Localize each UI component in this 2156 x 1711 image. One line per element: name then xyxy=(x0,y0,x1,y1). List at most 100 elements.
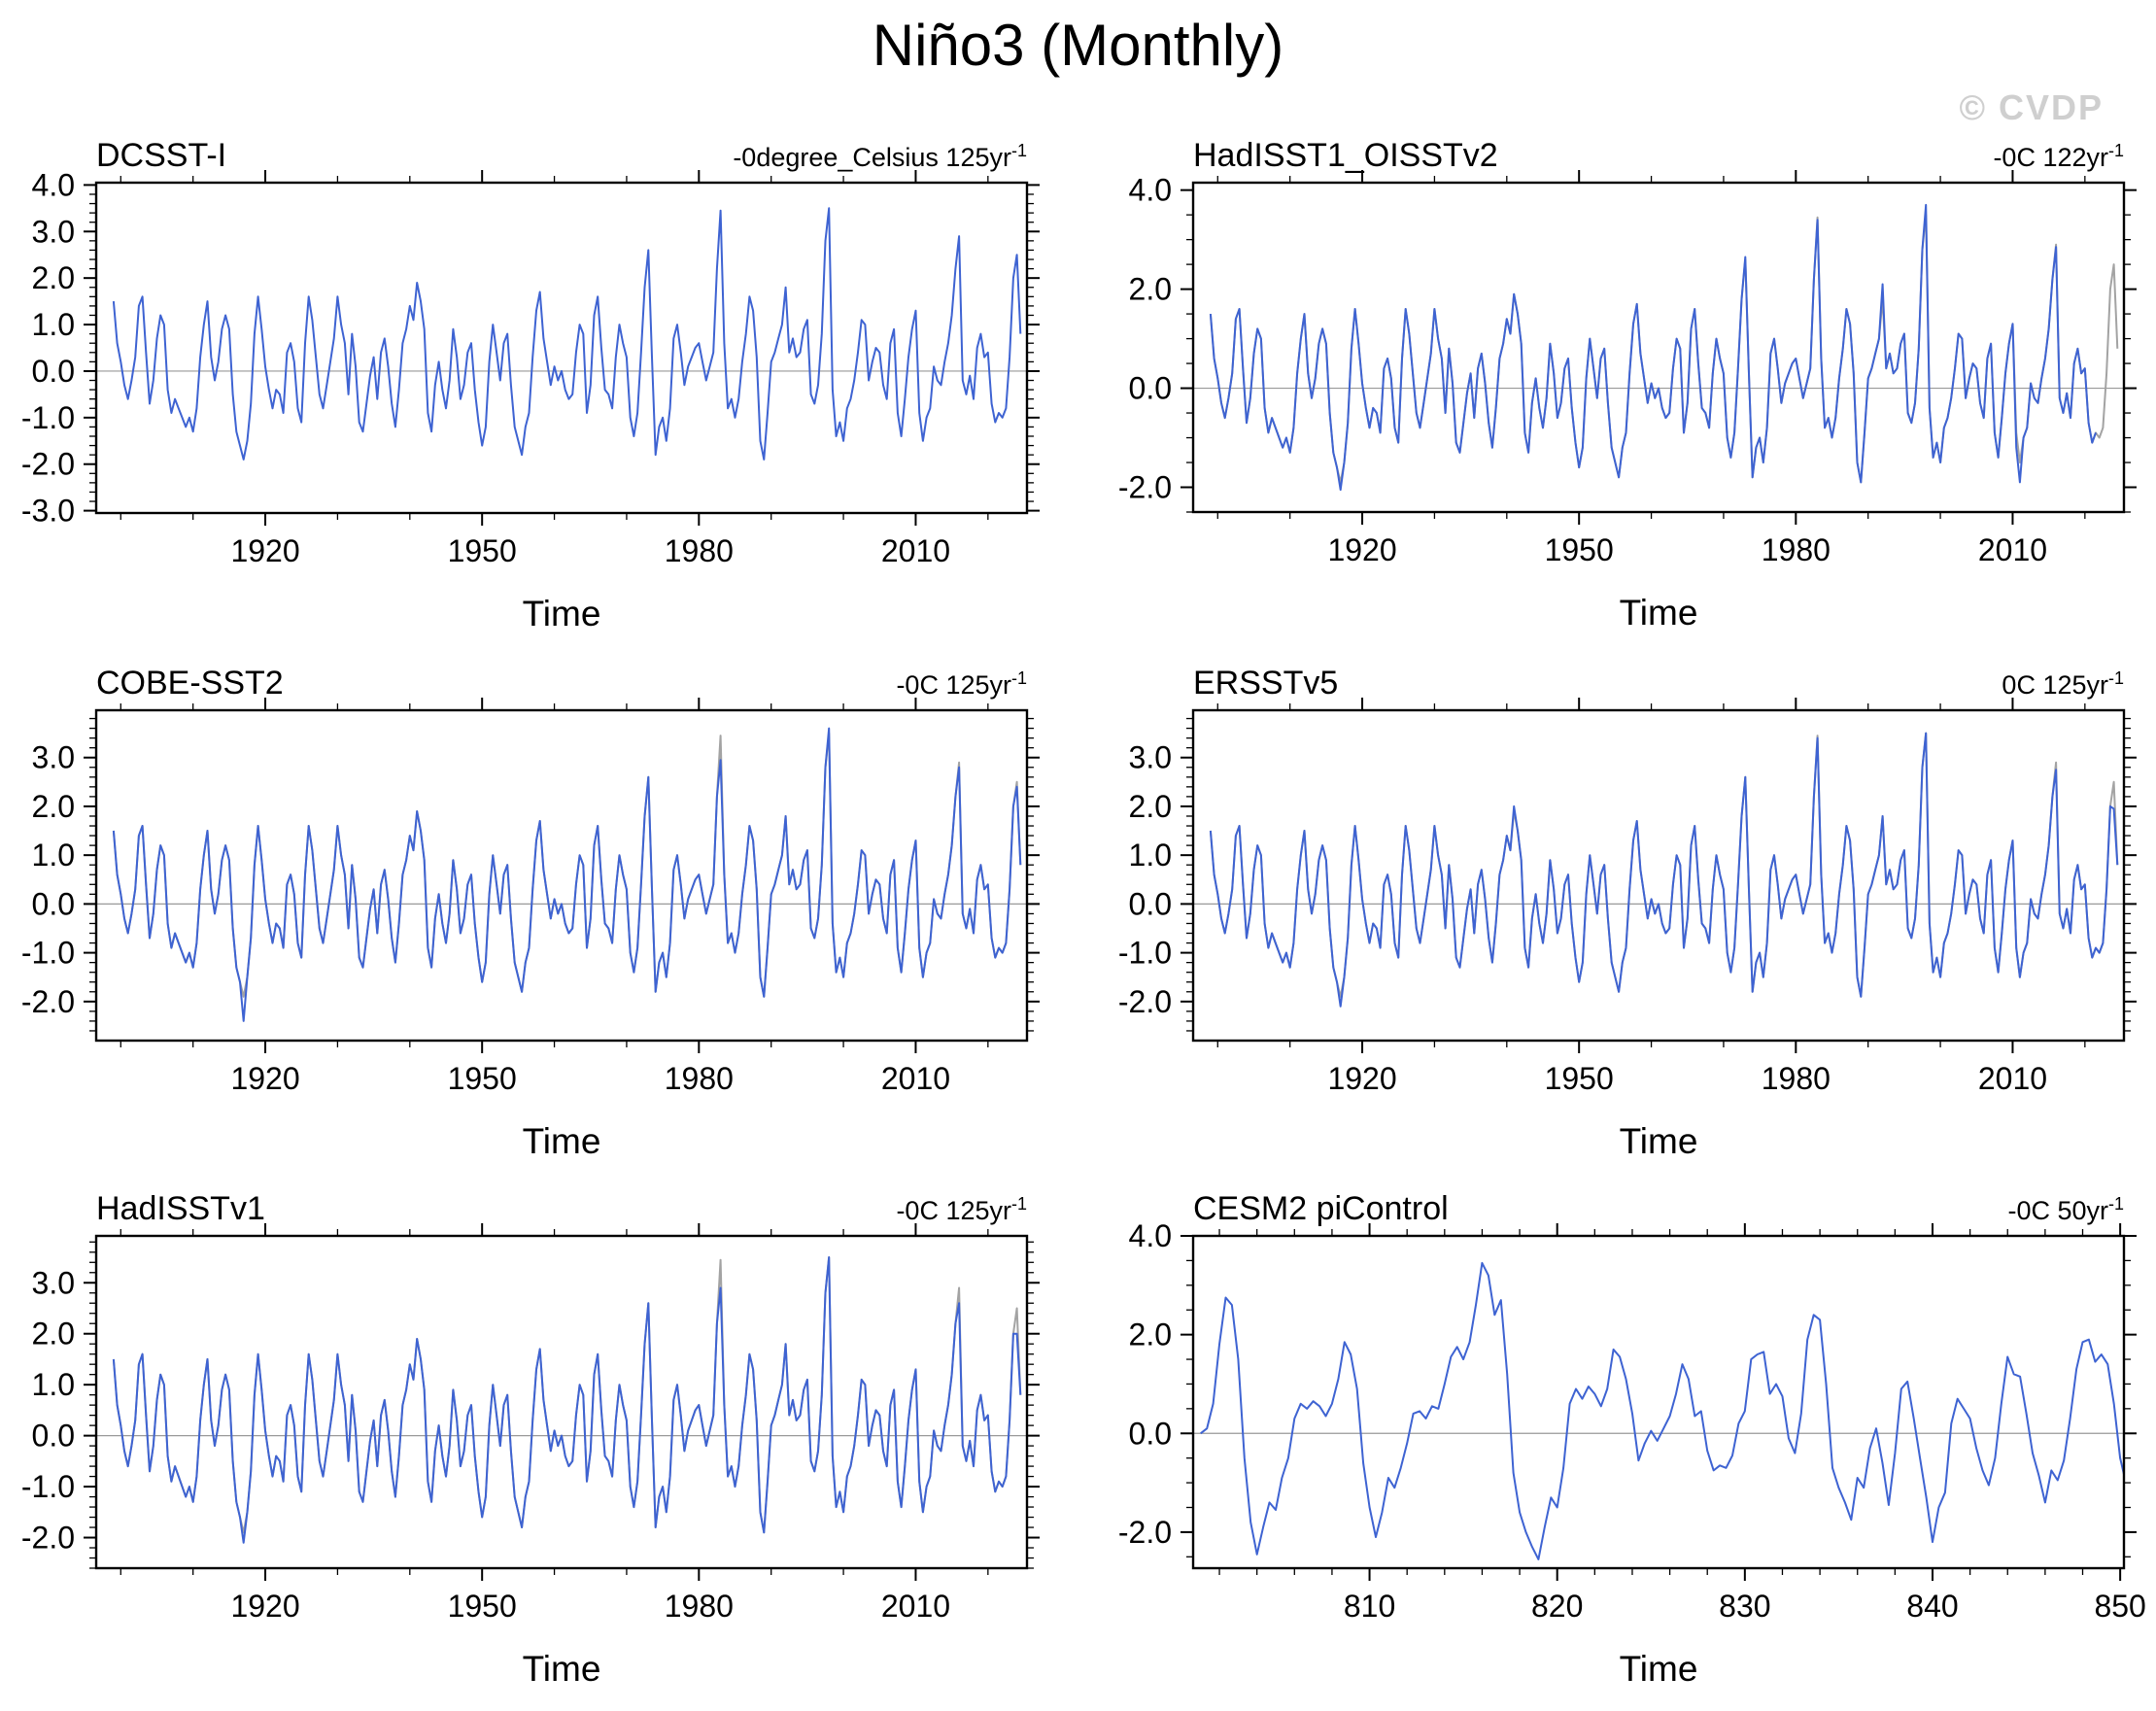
x-tick-label: 1980 xyxy=(665,1061,734,1096)
series-line-primary xyxy=(1200,1261,2124,1560)
x-tick-label: 1920 xyxy=(230,1589,299,1624)
x-tick-label: 2010 xyxy=(1978,532,2047,567)
series-line-primary xyxy=(112,207,1022,461)
y-tick-label: 2.0 xyxy=(1129,1317,1172,1352)
plot-area: 1920 1950 1980 2010 3.0 2.0 1.0 0.0 -1.0 -2.0 xyxy=(21,1223,1040,1624)
y-tick-label: 0.0 xyxy=(32,1419,75,1454)
series-group xyxy=(1209,732,2119,1008)
x-tick-label: 850 xyxy=(2094,1589,2145,1624)
x-tick-label: 820 xyxy=(1531,1589,1583,1624)
y-tick-label: -1.0 xyxy=(21,400,75,435)
series-group xyxy=(112,1256,1022,1544)
x-tick-label: 830 xyxy=(1719,1589,1770,1624)
x-axis-title: Time xyxy=(522,1649,601,1689)
x-tick-label: 1920 xyxy=(1327,532,1396,567)
plot-frame xyxy=(94,1234,1029,1570)
panel-cobe-sst2: COBE-SST2 -0C 125yr-1 1920 1950 1980 2010 3.… xyxy=(21,665,1040,1161)
panel-header: DCSST-I -0degree_Celsius 125yr-1 xyxy=(96,132,1027,175)
panel-dcsst-i: DCSST-I -0degree_Celsius 125yr-1 1920 195… xyxy=(21,137,1040,633)
axis-ticks: 1920 1950 1980 2010 4.0 2.0 0.0 -2.0 xyxy=(1118,170,2137,567)
trend-label: -0C 50yr-1 xyxy=(2007,1194,2124,1225)
y-tick-label: 0.0 xyxy=(1129,371,1172,406)
x-tick-label: 1950 xyxy=(1545,1061,1614,1096)
cvdp-watermark: © CVDP xyxy=(1959,87,2104,127)
panel-hadisst1-oisstv2: HadISST1_OISSTv2 -0C 122yr-1 1920 1950 198… xyxy=(1118,137,2137,633)
x-tick-label: 840 xyxy=(1906,1589,1958,1624)
x-tick-label: 1980 xyxy=(665,533,734,568)
x-tick-label: 1950 xyxy=(448,1061,517,1096)
trend-label: -0C 125yr-1 xyxy=(896,1194,1027,1225)
panel-title: HadISSTv1 xyxy=(96,1190,265,1227)
trend-label: 0C 125yr-1 xyxy=(2002,668,2124,700)
trend-label: -0C 125yr-1 xyxy=(896,668,1027,700)
panel-header: HadISSTv1 -0C 125yr-1 xyxy=(96,1185,1027,1228)
y-tick-label: -2.0 xyxy=(1118,1515,1172,1550)
y-tick-label: 4.0 xyxy=(1129,173,1172,208)
panel-hadisstv1: HadISSTv1 -0C 125yr-1 1920 1950 1980 2010 3.… xyxy=(21,1190,1040,1689)
y-tick-label: 0.0 xyxy=(1129,886,1172,921)
x-tick-label: 810 xyxy=(1344,1589,1395,1624)
x-axis-title: Time xyxy=(1619,593,1698,633)
series-line-primary xyxy=(1209,732,2119,1008)
x-axis-title: Time xyxy=(522,1121,601,1161)
x-tick-label: 2010 xyxy=(881,1589,950,1624)
series-line-primary xyxy=(112,727,1022,1022)
x-tick-label: 1920 xyxy=(230,533,299,568)
x-axis-title: Time xyxy=(1619,1649,1698,1689)
y-tick-label: 1.0 xyxy=(32,838,75,873)
y-tick-label: 0.0 xyxy=(1129,1416,1172,1451)
plot-frame xyxy=(1191,181,2126,514)
panel-ersstv5: ERSSTv5 0C 125yr-1 1920 1950 1980 2010 3.0 2.… xyxy=(1118,665,2137,1161)
y-tick-label: 4.0 xyxy=(32,167,75,202)
x-tick-label: 1920 xyxy=(230,1061,299,1096)
axis-ticks: 1920 1950 1980 2010 3.0 2.0 1.0 0.0 -1.0 -2.0 xyxy=(21,698,1040,1096)
y-tick-label: 1.0 xyxy=(32,307,75,342)
series-group xyxy=(1209,203,2119,492)
y-tick-label: 3.0 xyxy=(32,740,75,775)
series-line-primary xyxy=(1209,203,2097,492)
y-tick-label: 3.0 xyxy=(32,1265,75,1300)
series-group xyxy=(112,207,1022,461)
y-tick-label: 3.0 xyxy=(32,214,75,249)
x-tick-label: 1950 xyxy=(1545,532,1614,567)
panel-header: ERSSTv5 0C 125yr-1 xyxy=(1193,660,2124,702)
y-tick-label: 0.0 xyxy=(32,354,75,389)
y-tick-label: -2.0 xyxy=(21,447,75,482)
x-tick-label: 2010 xyxy=(881,533,950,568)
y-tick-label: -2.0 xyxy=(21,984,75,1019)
panel-title: CESM2 piControl xyxy=(1193,1190,1449,1227)
series-group xyxy=(1200,1261,2124,1560)
y-tick-label: -1.0 xyxy=(1118,936,1172,971)
x-tick-label: 2010 xyxy=(881,1061,950,1096)
plot-area: 1920 1950 1980 2010 3.0 2.0 1.0 0.0 -1.0 -2.0 xyxy=(21,698,1040,1096)
y-tick-label: -2.0 xyxy=(21,1521,75,1556)
x-tick-label: 1980 xyxy=(665,1589,734,1624)
x-axis-title: Time xyxy=(522,594,601,633)
axis-ticks: 810 820 830 840 850 4.0 2.0 0.0 -2.0 xyxy=(1118,1218,2146,1624)
plot-area: 810 820 830 840 850 4.0 2.0 0.0 -2.0 xyxy=(1118,1218,2146,1624)
trend-label: -0degree_Celsius 125yr-1 xyxy=(733,141,1027,172)
y-tick-label: 1.0 xyxy=(1129,838,1172,873)
panel-header: HadISST1_OISSTv2 -0C 122yr-1 xyxy=(1193,132,2124,175)
y-tick-label: 2.0 xyxy=(1129,789,1172,824)
plot-area: 1920 1950 1980 2010 3.0 2.0 1.0 0.0 -1.0 -2.0 xyxy=(1118,698,2137,1096)
panel-title: ERSSTv5 xyxy=(1193,665,1339,702)
axis-ticks: 1920 1950 1980 2010 3.0 2.0 1.0 0.0 -1.0 -2.0 xyxy=(21,1223,1040,1624)
panel-title: DCSST-I xyxy=(96,137,227,174)
y-tick-label: -3.0 xyxy=(21,494,75,529)
y-tick-label: -1.0 xyxy=(21,936,75,971)
page-title: Niño3 (Monthly) xyxy=(872,13,1284,78)
y-tick-label: 1.0 xyxy=(32,1367,75,1402)
trend-label: -0C 122yr-1 xyxy=(1993,141,2124,172)
x-tick-label: 1950 xyxy=(448,1589,517,1624)
series-line-primary xyxy=(112,1256,1022,1544)
plot-area: 1920 1950 1980 2010 4.0 2.0 0.0 -2.0 xyxy=(1118,170,2137,567)
plot-frame xyxy=(94,708,1029,1043)
y-tick-label: 2.0 xyxy=(32,1317,75,1352)
y-tick-label: 4.0 xyxy=(1129,1218,1172,1253)
panel-cesm2-picontrol: CESM2 piControl -0C 50yr-1 810 820 830 840 8… xyxy=(1118,1190,2146,1689)
axis-ticks: 1920 1950 1980 2010 3.0 2.0 1.0 0.0 -1.0 -2.0 xyxy=(1118,698,2137,1096)
y-tick-label: -1.0 xyxy=(21,1469,75,1504)
panel-title: HadISST1_OISSTv2 xyxy=(1193,137,1498,174)
